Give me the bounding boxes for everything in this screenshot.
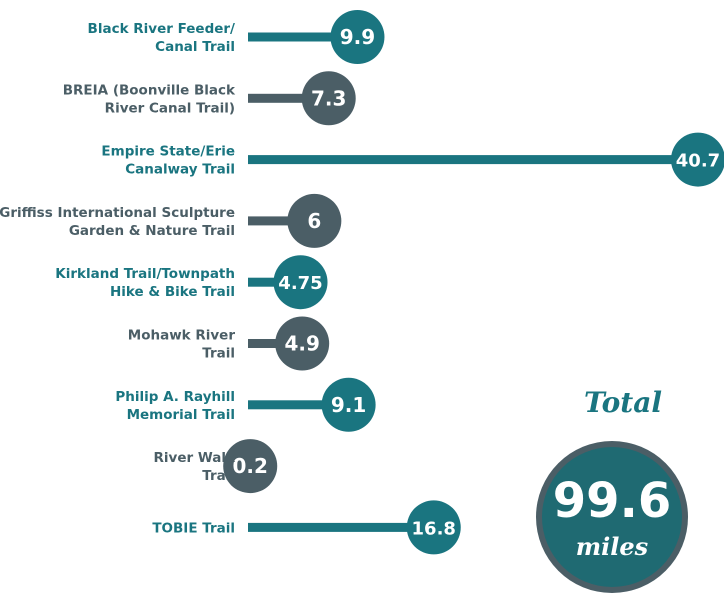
bar: [248, 155, 698, 165]
category-label: Griffiss International Sculpture: [0, 205, 235, 221]
data-label: 7.3: [311, 86, 346, 110]
category-label: Kirkland Trail/Townpath: [55, 266, 235, 282]
bar: [248, 339, 303, 348]
category-label: Memorial Trail: [127, 407, 235, 423]
bar-end-circle: [406, 500, 461, 555]
category-label: Empire State/Erie: [101, 144, 235, 160]
category-label: Garden & Nature Trail: [69, 223, 235, 239]
bar: [248, 32, 358, 42]
total-unit: miles: [576, 532, 649, 561]
bar-end-circle: [330, 10, 385, 64]
data-label: 40.7: [676, 151, 720, 172]
total-badge: Total 99.6 miles: [536, 386, 688, 593]
total-circle: [542, 447, 682, 587]
category-label: River Canal Trail): [105, 100, 235, 116]
category-label: BREIA (Boonville Black: [63, 82, 236, 98]
bar-end-circle: [301, 71, 356, 126]
data-label: 16.8: [412, 518, 456, 539]
bar-end-circle: [321, 377, 376, 432]
data-label: 9.9: [340, 25, 375, 49]
category-label: TOBIE Trail: [152, 520, 235, 536]
category-label: Philip A. Rayhill: [115, 389, 235, 405]
category-label: Hike & Bike Trail: [110, 284, 235, 300]
bar-end-circle: [275, 316, 330, 371]
data-label: 0.2: [232, 454, 267, 478]
category-label: Canal Trail: [155, 39, 235, 55]
total-value: 99.6: [553, 473, 671, 529]
data-label: 6: [307, 209, 321, 233]
bar-end-circle: [287, 193, 342, 248]
bar: [248, 216, 315, 226]
bar-end-circle: [223, 439, 278, 494]
category-label: Trail: [202, 468, 235, 484]
category-label: River Walk: [154, 450, 236, 466]
category-label: Canalway Trail: [125, 162, 235, 178]
category-label: Black River Feeder/: [88, 21, 236, 37]
category-label: Mohawk River: [128, 328, 236, 344]
data-label: 4.9: [284, 332, 319, 356]
bar: [248, 400, 349, 410]
bar-end-circle: [273, 255, 328, 310]
bars-group: 9.9 Black River Feeder/Canal Trail 7.3 BREI…: [0, 10, 724, 555]
bar-end-circle: [671, 132, 724, 187]
data-label: 9.1: [331, 393, 366, 417]
total-title: Total: [584, 386, 662, 419]
data-label: 4.75: [278, 273, 322, 294]
bar: [248, 93, 329, 103]
category-label: Trail: [202, 346, 235, 362]
bar: [248, 522, 434, 532]
